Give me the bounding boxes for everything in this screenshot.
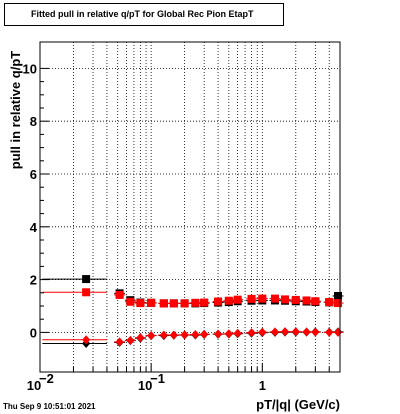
grid bbox=[39, 42, 341, 372]
x-tick-exponent: −1 bbox=[150, 371, 165, 386]
data-point bbox=[126, 335, 135, 345]
data-point bbox=[82, 288, 91, 297]
data-point bbox=[247, 294, 256, 303]
data-point bbox=[136, 299, 145, 308]
data-point bbox=[115, 290, 124, 299]
chart-title: Fitted pull in relative q/pT for Global … bbox=[4, 3, 284, 26]
data-point bbox=[233, 295, 242, 304]
y-tick-label: 4 bbox=[30, 220, 38, 235]
plot-frame bbox=[39, 41, 341, 373]
data-point bbox=[180, 299, 189, 308]
data-point bbox=[169, 299, 178, 308]
axis-ticks bbox=[39, 67, 341, 372]
data-point bbox=[334, 291, 343, 300]
timestamp: Thu Sep 9 10:51:01 2021 bbox=[3, 402, 96, 411]
data-point bbox=[159, 299, 168, 308]
y-tick-label: 6 bbox=[30, 167, 37, 182]
x-axis-label: pT/|q| (GeV/c) bbox=[256, 397, 340, 412]
y-tick-label: 2 bbox=[30, 273, 37, 288]
data-point bbox=[291, 295, 300, 304]
y-tick-label: 10 bbox=[23, 61, 37, 76]
data-point bbox=[334, 299, 343, 308]
series-1 bbox=[42, 288, 344, 308]
data-point bbox=[200, 329, 209, 339]
data-point bbox=[247, 328, 256, 338]
x-tick-exponent: −2 bbox=[39, 371, 54, 386]
data-point bbox=[82, 275, 91, 284]
data-point bbox=[302, 296, 311, 305]
data-series bbox=[42, 275, 344, 348]
data-point bbox=[224, 329, 233, 339]
x-tick-label: 1 bbox=[259, 378, 266, 393]
data-point bbox=[291, 327, 300, 337]
data-point bbox=[147, 331, 156, 341]
data-point bbox=[270, 327, 279, 337]
data-point bbox=[258, 294, 267, 303]
data-point bbox=[311, 327, 320, 337]
data-point bbox=[224, 296, 233, 305]
data-point bbox=[159, 330, 168, 340]
data-point bbox=[191, 298, 200, 307]
y-axis-label: pull in relative q/pT bbox=[8, 51, 23, 170]
series-3 bbox=[42, 327, 344, 347]
data-point bbox=[280, 295, 289, 304]
data-point bbox=[233, 328, 242, 338]
x-tick-label: 10 bbox=[27, 378, 41, 393]
data-point bbox=[180, 330, 189, 340]
data-point bbox=[115, 337, 124, 347]
data-point bbox=[169, 330, 178, 340]
data-point bbox=[325, 298, 334, 307]
y-tick-label: 8 bbox=[30, 114, 37, 129]
data-point bbox=[214, 297, 223, 306]
data-point bbox=[126, 297, 135, 306]
y-tick-label: 0 bbox=[30, 325, 37, 340]
x-tick-label: 10 bbox=[138, 378, 152, 393]
data-point bbox=[302, 327, 311, 337]
data-point bbox=[200, 298, 209, 307]
data-point bbox=[325, 327, 334, 337]
data-point bbox=[270, 294, 279, 303]
data-point bbox=[82, 335, 91, 345]
data-point bbox=[311, 297, 320, 306]
data-point bbox=[147, 298, 156, 307]
data-point bbox=[334, 327, 343, 337]
data-point bbox=[280, 327, 289, 337]
data-point bbox=[191, 330, 200, 340]
data-point bbox=[136, 333, 145, 343]
data-point bbox=[258, 327, 267, 337]
data-point bbox=[214, 329, 223, 339]
